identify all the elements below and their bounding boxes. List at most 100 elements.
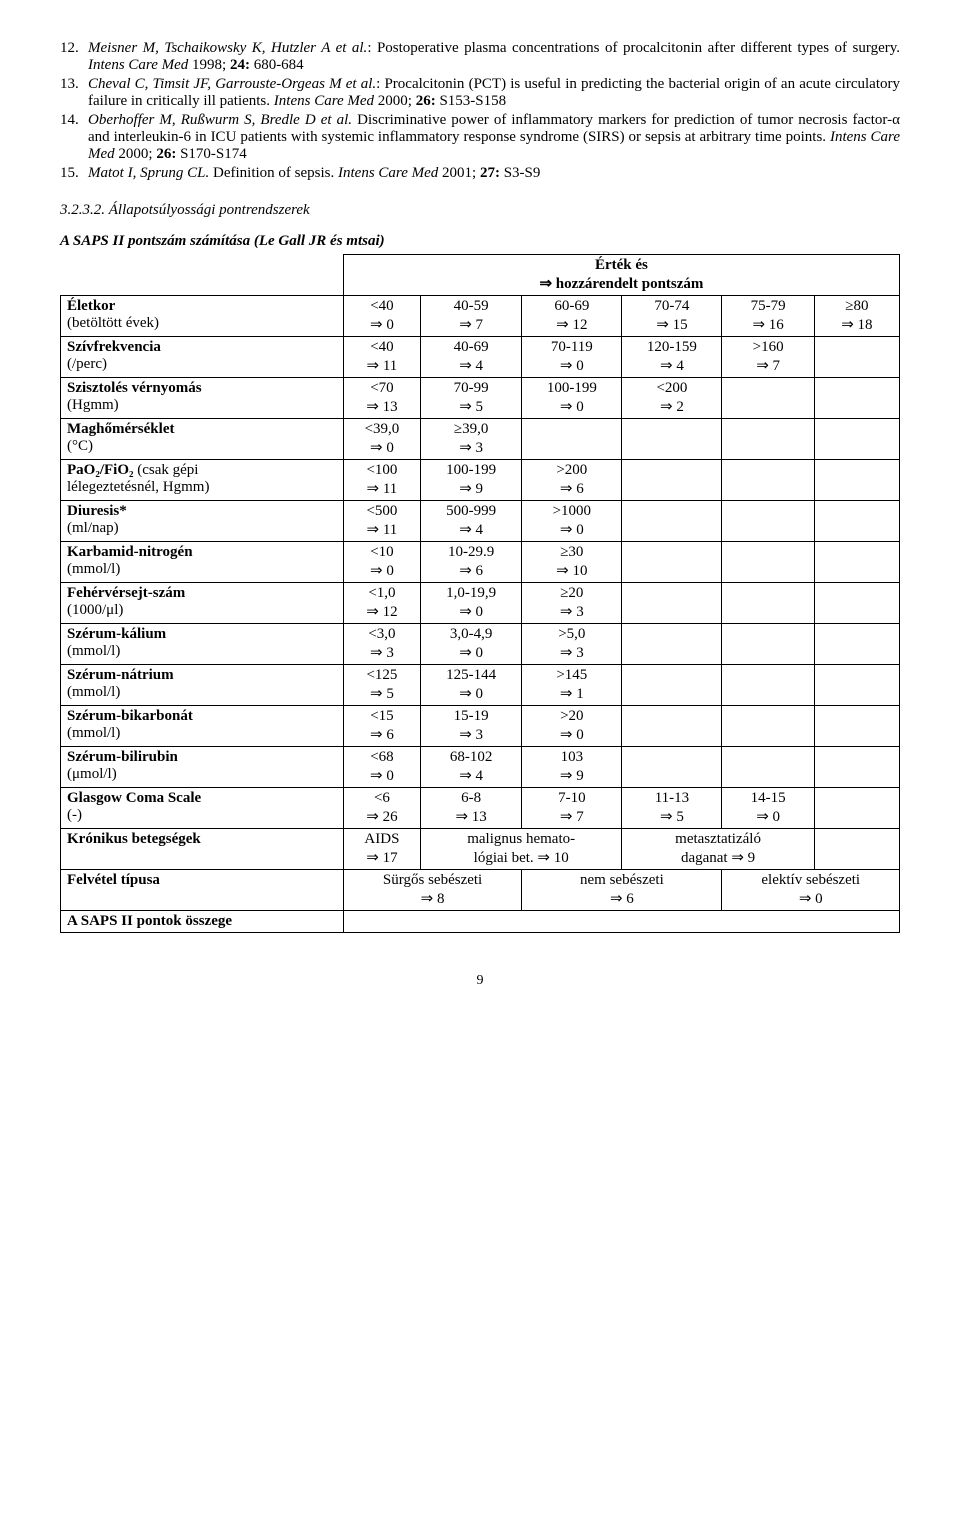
cell: 75-79⇒ 16: [722, 296, 814, 337]
saps-table: Érték és ⇒ hozzárendelt pontszám Életkor…: [60, 254, 900, 933]
cell: ≥39,0⇒ 3: [421, 419, 522, 460]
cell: [814, 583, 899, 624]
row-label: PaO₂/FiO₂ (csak gépilélegeztetésnél, Hgm…: [61, 460, 344, 501]
table-row: Karbamid-nitrogén(mmol/l)<10⇒ 010-29.9⇒ …: [61, 542, 900, 583]
cell: <10⇒ 0: [343, 542, 420, 583]
cell: <125⇒ 5: [343, 665, 420, 706]
row-label: Maghőmérséklet(°C): [61, 419, 344, 460]
cell: AIDS⇒ 17: [343, 829, 420, 870]
row-label: Szérum-bilirubin(μmol/l): [61, 747, 344, 788]
cell: <39,0⇒ 0: [343, 419, 420, 460]
cell: [814, 419, 899, 460]
cell: 70-74⇒ 15: [622, 296, 722, 337]
row-label: Fehérvérsejt-szám(1000/μl): [61, 583, 344, 624]
table-header: Érték és ⇒ hozzárendelt pontszám: [343, 255, 899, 296]
cell: <15⇒ 6: [343, 706, 420, 747]
cell: ≥30⇒ 10: [522, 542, 622, 583]
cell: 6-8⇒ 13: [421, 788, 522, 829]
cell: elektív sebészeti⇒ 0: [722, 870, 900, 911]
cell: [722, 460, 814, 501]
cell: 3,0-4,9⇒ 0: [421, 624, 522, 665]
reference-item: 12.Meisner M, Tschaikowsky K, Hutzler A …: [60, 40, 900, 74]
cell: [814, 624, 899, 665]
cell: <68⇒ 0: [343, 747, 420, 788]
cell: 70-99⇒ 5: [421, 378, 522, 419]
table-row: Szérum-kálium(mmol/l)<3,0⇒ 33,0-4,9⇒ 0>5…: [61, 624, 900, 665]
cell: [722, 542, 814, 583]
table-row: Felvétel típusa Sürgős sebészeti⇒ 8 nem …: [61, 870, 900, 911]
cell: [622, 542, 722, 583]
cell: ≥80⇒ 18: [814, 296, 899, 337]
row-label: Életkor(betöltött évek): [61, 296, 344, 337]
row-label: Szívfrekvencia(/perc): [61, 337, 344, 378]
cell: 100-199⇒ 9: [421, 460, 522, 501]
cell: [722, 665, 814, 706]
cell: 40-59⇒ 7: [421, 296, 522, 337]
cell: [814, 665, 899, 706]
reference-list: 12.Meisner M, Tschaikowsky K, Hutzler A …: [60, 40, 900, 182]
cell: >145⇒ 1: [522, 665, 622, 706]
cell: [722, 583, 814, 624]
cell: 40-69⇒ 4: [421, 337, 522, 378]
cell: [722, 624, 814, 665]
row-label: A SAPS II pontok összege: [67, 913, 232, 929]
cell: 1,0-19,9⇒ 0: [421, 583, 522, 624]
table-row: Életkor(betöltött évek)<40⇒ 040-59⇒ 760-…: [61, 296, 900, 337]
table-row: Krónikus betegségek AIDS⇒ 17 malignus he…: [61, 829, 900, 870]
cell: >1000⇒ 0: [522, 501, 622, 542]
cell: <200⇒ 2: [622, 378, 722, 419]
cell: 14-15⇒ 0: [722, 788, 814, 829]
cell: [722, 747, 814, 788]
cell: [622, 501, 722, 542]
cell: <6⇒ 26: [343, 788, 420, 829]
cell: malignus hemato-lógiai bet. ⇒ 10: [421, 829, 622, 870]
row-label: Szérum-bikarbonát(mmol/l): [61, 706, 344, 747]
cell: [814, 501, 899, 542]
row-label: Szérum-kálium(mmol/l): [61, 624, 344, 665]
row-label: Szérum-nátrium(mmol/l): [61, 665, 344, 706]
cell: nem sebészeti⇒ 6: [522, 870, 722, 911]
cell: [722, 378, 814, 419]
cell: [622, 706, 722, 747]
reference-item: 13.Cheval C, Timsit JF, Garrouste-Orgeas…: [60, 76, 900, 110]
cell: 60-69⇒ 12: [522, 296, 622, 337]
cell: [814, 378, 899, 419]
table-row: Szívfrekvencia(/perc)<40⇒ 1140-69⇒ 470-1…: [61, 337, 900, 378]
cell: <500⇒ 11: [343, 501, 420, 542]
cell: 103⇒ 9: [522, 747, 622, 788]
cell: [722, 419, 814, 460]
cell: [622, 583, 722, 624]
cell: [814, 747, 899, 788]
row-label: Felvétel típusa: [67, 872, 160, 888]
cell: <70⇒ 13: [343, 378, 420, 419]
row-label: Glasgow Coma Scale(-): [61, 788, 344, 829]
cell: <100⇒ 11: [343, 460, 420, 501]
cell: [622, 460, 722, 501]
table-row: Szérum-bilirubin(μmol/l)<68⇒ 068-102⇒ 41…: [61, 747, 900, 788]
cell: <1,0⇒ 12: [343, 583, 420, 624]
table-row: Fehérvérsejt-szám(1000/μl)<1,0⇒ 121,0-19…: [61, 583, 900, 624]
cell: <3,0⇒ 3: [343, 624, 420, 665]
table-row: Glasgow Coma Scale(-)<6⇒ 266-8⇒ 137-10⇒ …: [61, 788, 900, 829]
row-label: Krónikus betegségek: [67, 831, 201, 847]
cell: [814, 706, 899, 747]
table-title: A SAPS II pontszám számítása (Le Gall JR…: [60, 233, 900, 250]
cell: metasztatizálódaganat ⇒ 9: [622, 829, 814, 870]
row-label: Diuresis*(ml/nap): [61, 501, 344, 542]
section-heading: 3.2.3.2. Állapotsúlyossági pontrendszere…: [60, 202, 900, 219]
row-label: Karbamid-nitrogén(mmol/l): [61, 542, 344, 583]
cell: [814, 542, 899, 583]
cell: 125-144⇒ 0: [421, 665, 522, 706]
cell: 120-159⇒ 4: [622, 337, 722, 378]
cell: 7-10⇒ 7: [522, 788, 622, 829]
reference-item: 15.Matot I, Sprung CL. Definition of sep…: [60, 165, 900, 182]
table-row: Szisztolés vérnyomás(Hgmm)<70⇒ 1370-99⇒ …: [61, 378, 900, 419]
cell: [622, 624, 722, 665]
cell: >200⇒ 6: [522, 460, 622, 501]
cell: 70-119⇒ 0: [522, 337, 622, 378]
cell: [622, 747, 722, 788]
cell: [814, 460, 899, 501]
cell: 10-29.9⇒ 6: [421, 542, 522, 583]
cell: 11-13⇒ 5: [622, 788, 722, 829]
cell: 15-19⇒ 3: [421, 706, 522, 747]
